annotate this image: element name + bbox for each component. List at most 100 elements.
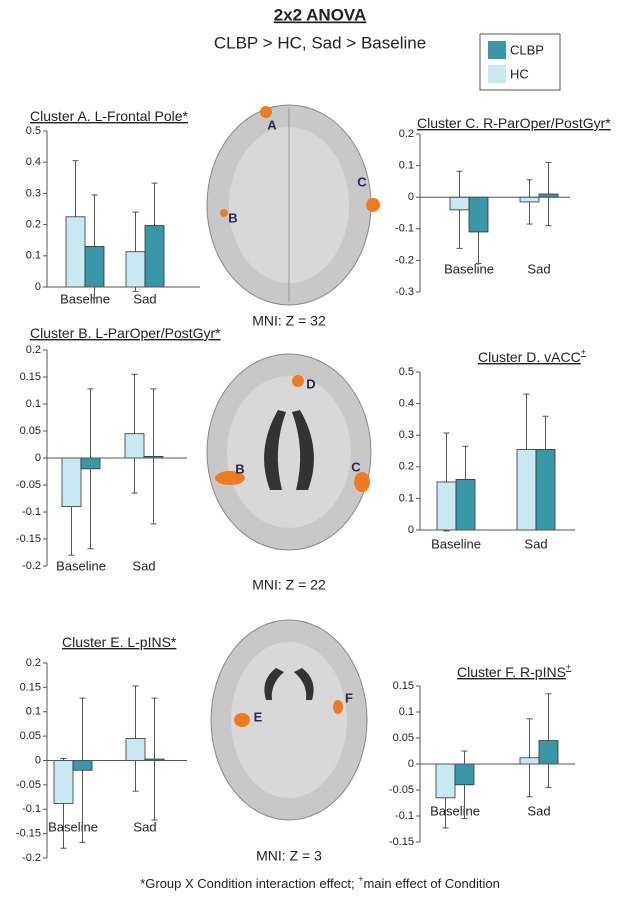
x-tick-label: Sad — [524, 536, 547, 551]
brain-slice — [227, 376, 351, 528]
y-tick-label: 0.1 — [399, 706, 414, 718]
y-tick-label: 0.3 — [399, 429, 414, 441]
y-tick-label: 0.2 — [399, 128, 414, 140]
chart-title-mark: + — [581, 347, 586, 357]
brains — [206, 104, 380, 821]
bar — [468, 196, 489, 233]
bar — [454, 763, 475, 786]
cluster-blob — [260, 106, 272, 118]
y-tick-label: -0.15 — [389, 836, 414, 848]
x-tick-label: Sad — [133, 291, 156, 306]
y-tick-label: 0 — [408, 524, 414, 536]
y-tick-label: 0.1 — [399, 492, 414, 504]
x-tick-label: Baseline — [48, 819, 98, 834]
footnote-text: *Group X Condition interaction effect; — [140, 876, 358, 891]
brain-caption: MNI: Z = 32 — [252, 313, 326, 329]
cluster-label: A — [267, 117, 277, 132]
y-tick-label: -0.1 — [395, 810, 414, 822]
x-tick-label: Sad — [527, 261, 550, 276]
chart-title: Cluster F. R-pINS+ — [457, 662, 571, 679]
y-tick-label: 0.15 — [393, 680, 414, 692]
cluster-label: F — [345, 690, 353, 705]
y-tick-label: -0.05 — [389, 784, 414, 796]
bar — [436, 481, 457, 531]
footnote: *Group X Condition interaction effect; +… — [140, 874, 500, 891]
y-tick-label: 0.1 — [26, 398, 41, 410]
cluster-blob — [215, 471, 245, 485]
y-tick-label: -0.3 — [395, 286, 414, 298]
chart-title: Cluster A. L-Frontal Pole* — [30, 108, 189, 124]
brain-caption: MNI: Z = 3 — [256, 848, 322, 864]
y-tick-label: 0.05 — [393, 732, 414, 744]
y-tick-label: 0.5 — [26, 125, 41, 137]
chart-title-text: Cluster D. vACC — [478, 349, 581, 365]
bar — [84, 246, 105, 288]
y-tick-label: -0.05 — [16, 779, 41, 791]
footnote-text: main effect of Condition — [363, 876, 499, 891]
y-tick-label: -0.15 — [16, 828, 41, 840]
y-tick-label: 0.2 — [26, 657, 41, 669]
y-tick-label: 0.4 — [399, 398, 414, 410]
y-tick-label: 0.15 — [20, 681, 41, 693]
bar — [535, 449, 556, 531]
chart-title-text: Cluster C. R-ParOper/PostGyr* — [417, 115, 611, 131]
legend-label: CLBP — [510, 42, 544, 57]
bar — [53, 760, 74, 804]
x-tick-label: Baseline — [60, 291, 110, 306]
chart-title-text: Cluster A. L-Frontal Pole* — [30, 108, 189, 124]
bar — [80, 457, 101, 470]
cluster-blob — [333, 700, 343, 714]
bar — [519, 757, 540, 765]
cluster-label: E — [254, 709, 263, 724]
y-tick-label: 0 — [35, 452, 41, 464]
x-tick-label: Sad — [132, 558, 155, 573]
x-tick-label: Baseline — [430, 803, 480, 818]
cluster-blob — [292, 375, 304, 387]
y-tick-label: -0.1 — [395, 223, 414, 235]
y-tick-label: 0.1 — [399, 160, 414, 172]
y-tick-label: -0.1 — [22, 803, 41, 815]
y-tick-label: -0.2 — [395, 254, 414, 266]
x-tick-label: Baseline — [56, 558, 106, 573]
y-tick-label: -0.2 — [22, 560, 41, 572]
cluster-label: C — [357, 174, 367, 189]
footnote-mark: + — [358, 874, 363, 884]
bar — [65, 216, 86, 288]
legend-label: HC — [510, 66, 529, 81]
y-tick-label: 0.05 — [20, 730, 41, 742]
bar — [144, 225, 165, 288]
y-tick-label: 0 — [35, 754, 41, 766]
chart-title: Cluster C. R-ParOper/PostGyr* — [417, 115, 611, 131]
figure-title: 2x2 ANOVA — [274, 5, 367, 24]
bar — [125, 251, 146, 288]
y-tick-label: 0 — [408, 758, 414, 770]
bar — [125, 738, 146, 761]
chart-title-text: Cluster B. L-ParOper/PostGyr* — [30, 325, 221, 341]
y-tick-label: -0.15 — [16, 533, 41, 545]
ventricles — [264, 668, 314, 700]
y-tick-label: 0.2 — [26, 344, 41, 356]
bar — [124, 433, 145, 459]
y-tick-label: 0.15 — [20, 371, 41, 383]
y-tick-label: 0.4 — [26, 156, 41, 168]
brain-caption: MNI: Z = 22 — [252, 577, 326, 593]
cluster-blob — [234, 713, 250, 727]
bar — [519, 196, 540, 203]
cluster-blob — [354, 472, 370, 492]
y-tick-label: 0.1 — [26, 706, 41, 718]
y-tick-label: 0.3 — [26, 187, 41, 199]
cluster-blob — [220, 209, 228, 217]
x-tick-label: Baseline — [444, 261, 494, 276]
bar — [61, 457, 82, 507]
x-tick-label: Sad — [133, 819, 156, 834]
bar — [538, 740, 559, 765]
legend-swatch — [488, 41, 506, 59]
y-tick-label: 0.2 — [26, 219, 41, 231]
y-tick-label: -0.1 — [22, 506, 41, 518]
chart-title-mark: + — [566, 662, 571, 672]
cluster-label: D — [306, 376, 315, 391]
figure-subtitle: CLBP > HC, Sad > Baseline — [214, 33, 426, 52]
cluster-blob — [366, 198, 380, 212]
bar — [72, 760, 93, 771]
